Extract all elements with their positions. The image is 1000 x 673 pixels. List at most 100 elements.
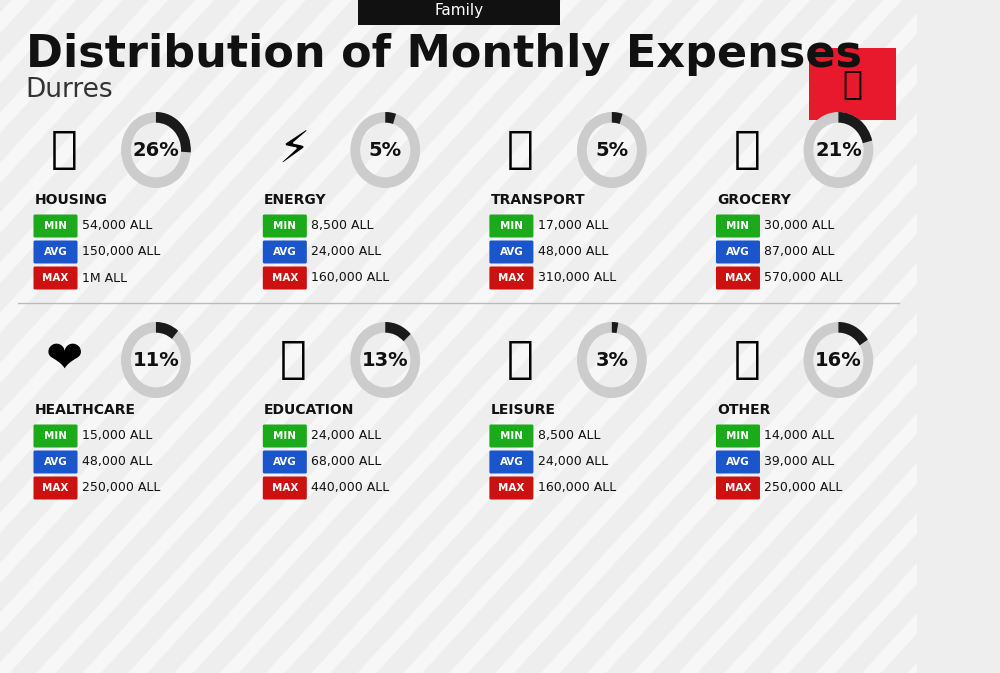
Text: AVG: AVG bbox=[500, 247, 523, 257]
Text: 13%: 13% bbox=[362, 351, 409, 369]
Text: MAX: MAX bbox=[498, 483, 525, 493]
Wedge shape bbox=[577, 112, 647, 188]
FancyBboxPatch shape bbox=[716, 240, 760, 264]
FancyBboxPatch shape bbox=[716, 425, 760, 448]
Text: AVG: AVG bbox=[726, 457, 750, 467]
Wedge shape bbox=[804, 112, 873, 188]
FancyBboxPatch shape bbox=[263, 267, 307, 289]
Text: AVG: AVG bbox=[500, 457, 523, 467]
Text: 14,000 ALL: 14,000 ALL bbox=[764, 429, 834, 443]
Text: 26%: 26% bbox=[133, 141, 179, 160]
Wedge shape bbox=[838, 112, 872, 143]
Text: 🛒: 🛒 bbox=[733, 129, 760, 172]
Text: 🦅: 🦅 bbox=[843, 67, 863, 100]
Text: Durres: Durres bbox=[26, 77, 113, 103]
Text: AVG: AVG bbox=[726, 247, 750, 257]
Text: 24,000 ALL: 24,000 ALL bbox=[538, 456, 608, 468]
Text: 54,000 ALL: 54,000 ALL bbox=[82, 219, 152, 232]
Text: 1M ALL: 1M ALL bbox=[82, 271, 127, 285]
FancyBboxPatch shape bbox=[716, 450, 760, 474]
Text: 160,000 ALL: 160,000 ALL bbox=[311, 271, 389, 285]
Text: MIN: MIN bbox=[44, 221, 67, 231]
FancyBboxPatch shape bbox=[33, 425, 78, 448]
FancyBboxPatch shape bbox=[33, 450, 78, 474]
Wedge shape bbox=[577, 322, 647, 398]
FancyBboxPatch shape bbox=[263, 215, 307, 238]
Text: AVG: AVG bbox=[273, 457, 297, 467]
Text: 5%: 5% bbox=[369, 141, 402, 160]
Text: MIN: MIN bbox=[500, 221, 523, 231]
FancyBboxPatch shape bbox=[33, 240, 78, 264]
Text: 8,500 ALL: 8,500 ALL bbox=[538, 429, 600, 443]
Text: MAX: MAX bbox=[42, 273, 69, 283]
Text: 15,000 ALL: 15,000 ALL bbox=[82, 429, 152, 443]
FancyBboxPatch shape bbox=[489, 267, 533, 289]
Text: MAX: MAX bbox=[498, 273, 525, 283]
Text: 21%: 21% bbox=[815, 141, 862, 160]
Text: AVG: AVG bbox=[273, 247, 297, 257]
Wedge shape bbox=[156, 112, 191, 152]
Text: ⚡: ⚡ bbox=[278, 129, 309, 172]
Text: AVG: AVG bbox=[44, 457, 67, 467]
Text: OTHER: OTHER bbox=[717, 403, 771, 417]
Text: Distribution of Monthly Expenses: Distribution of Monthly Expenses bbox=[26, 34, 862, 77]
FancyBboxPatch shape bbox=[489, 450, 533, 474]
Text: MIN: MIN bbox=[273, 221, 296, 231]
Wedge shape bbox=[612, 112, 623, 124]
Text: 310,000 ALL: 310,000 ALL bbox=[538, 271, 616, 285]
FancyBboxPatch shape bbox=[263, 476, 307, 499]
Text: 3%: 3% bbox=[595, 351, 628, 369]
Text: MIN: MIN bbox=[726, 221, 749, 231]
Text: AVG: AVG bbox=[44, 247, 67, 257]
FancyBboxPatch shape bbox=[489, 425, 533, 448]
Text: 24,000 ALL: 24,000 ALL bbox=[311, 429, 381, 443]
Wedge shape bbox=[838, 322, 868, 345]
Text: MAX: MAX bbox=[725, 483, 751, 493]
Text: MAX: MAX bbox=[42, 483, 69, 493]
FancyBboxPatch shape bbox=[489, 215, 533, 238]
FancyBboxPatch shape bbox=[33, 267, 78, 289]
Text: 39,000 ALL: 39,000 ALL bbox=[764, 456, 834, 468]
Text: GROCERY: GROCERY bbox=[717, 193, 791, 207]
Text: 5%: 5% bbox=[595, 141, 628, 160]
Text: 87,000 ALL: 87,000 ALL bbox=[764, 246, 835, 258]
Wedge shape bbox=[385, 112, 396, 124]
FancyBboxPatch shape bbox=[33, 476, 78, 499]
Wedge shape bbox=[156, 322, 178, 339]
Text: 24,000 ALL: 24,000 ALL bbox=[311, 246, 381, 258]
FancyBboxPatch shape bbox=[716, 267, 760, 289]
Text: MIN: MIN bbox=[273, 431, 296, 441]
Text: MIN: MIN bbox=[726, 431, 749, 441]
FancyBboxPatch shape bbox=[263, 425, 307, 448]
Text: 30,000 ALL: 30,000 ALL bbox=[764, 219, 834, 232]
Text: 17,000 ALL: 17,000 ALL bbox=[538, 219, 608, 232]
FancyBboxPatch shape bbox=[489, 476, 533, 499]
Text: HEALTHCARE: HEALTHCARE bbox=[35, 403, 136, 417]
Text: TRANSPORT: TRANSPORT bbox=[491, 193, 585, 207]
Text: MIN: MIN bbox=[44, 431, 67, 441]
Text: 🛍️: 🛍️ bbox=[507, 339, 533, 382]
Wedge shape bbox=[385, 322, 411, 341]
Text: 48,000 ALL: 48,000 ALL bbox=[82, 456, 152, 468]
Text: 🚌: 🚌 bbox=[507, 129, 533, 172]
Text: 440,000 ALL: 440,000 ALL bbox=[311, 481, 389, 495]
FancyBboxPatch shape bbox=[809, 48, 896, 120]
Text: 💰: 💰 bbox=[733, 339, 760, 382]
Text: ❤️: ❤️ bbox=[46, 339, 83, 382]
Text: MAX: MAX bbox=[272, 273, 298, 283]
Wedge shape bbox=[612, 322, 618, 333]
Text: ENERGY: ENERGY bbox=[264, 193, 327, 207]
FancyBboxPatch shape bbox=[263, 240, 307, 264]
Text: 150,000 ALL: 150,000 ALL bbox=[82, 246, 160, 258]
FancyBboxPatch shape bbox=[716, 476, 760, 499]
Text: EDUCATION: EDUCATION bbox=[264, 403, 355, 417]
Text: 48,000 ALL: 48,000 ALL bbox=[538, 246, 608, 258]
FancyBboxPatch shape bbox=[33, 215, 78, 238]
Text: HOUSING: HOUSING bbox=[35, 193, 108, 207]
Text: 570,000 ALL: 570,000 ALL bbox=[764, 271, 843, 285]
Text: 🏢: 🏢 bbox=[51, 129, 78, 172]
FancyBboxPatch shape bbox=[263, 450, 307, 474]
Text: 250,000 ALL: 250,000 ALL bbox=[82, 481, 160, 495]
Text: 🎓: 🎓 bbox=[280, 339, 307, 382]
Text: 68,000 ALL: 68,000 ALL bbox=[311, 456, 381, 468]
